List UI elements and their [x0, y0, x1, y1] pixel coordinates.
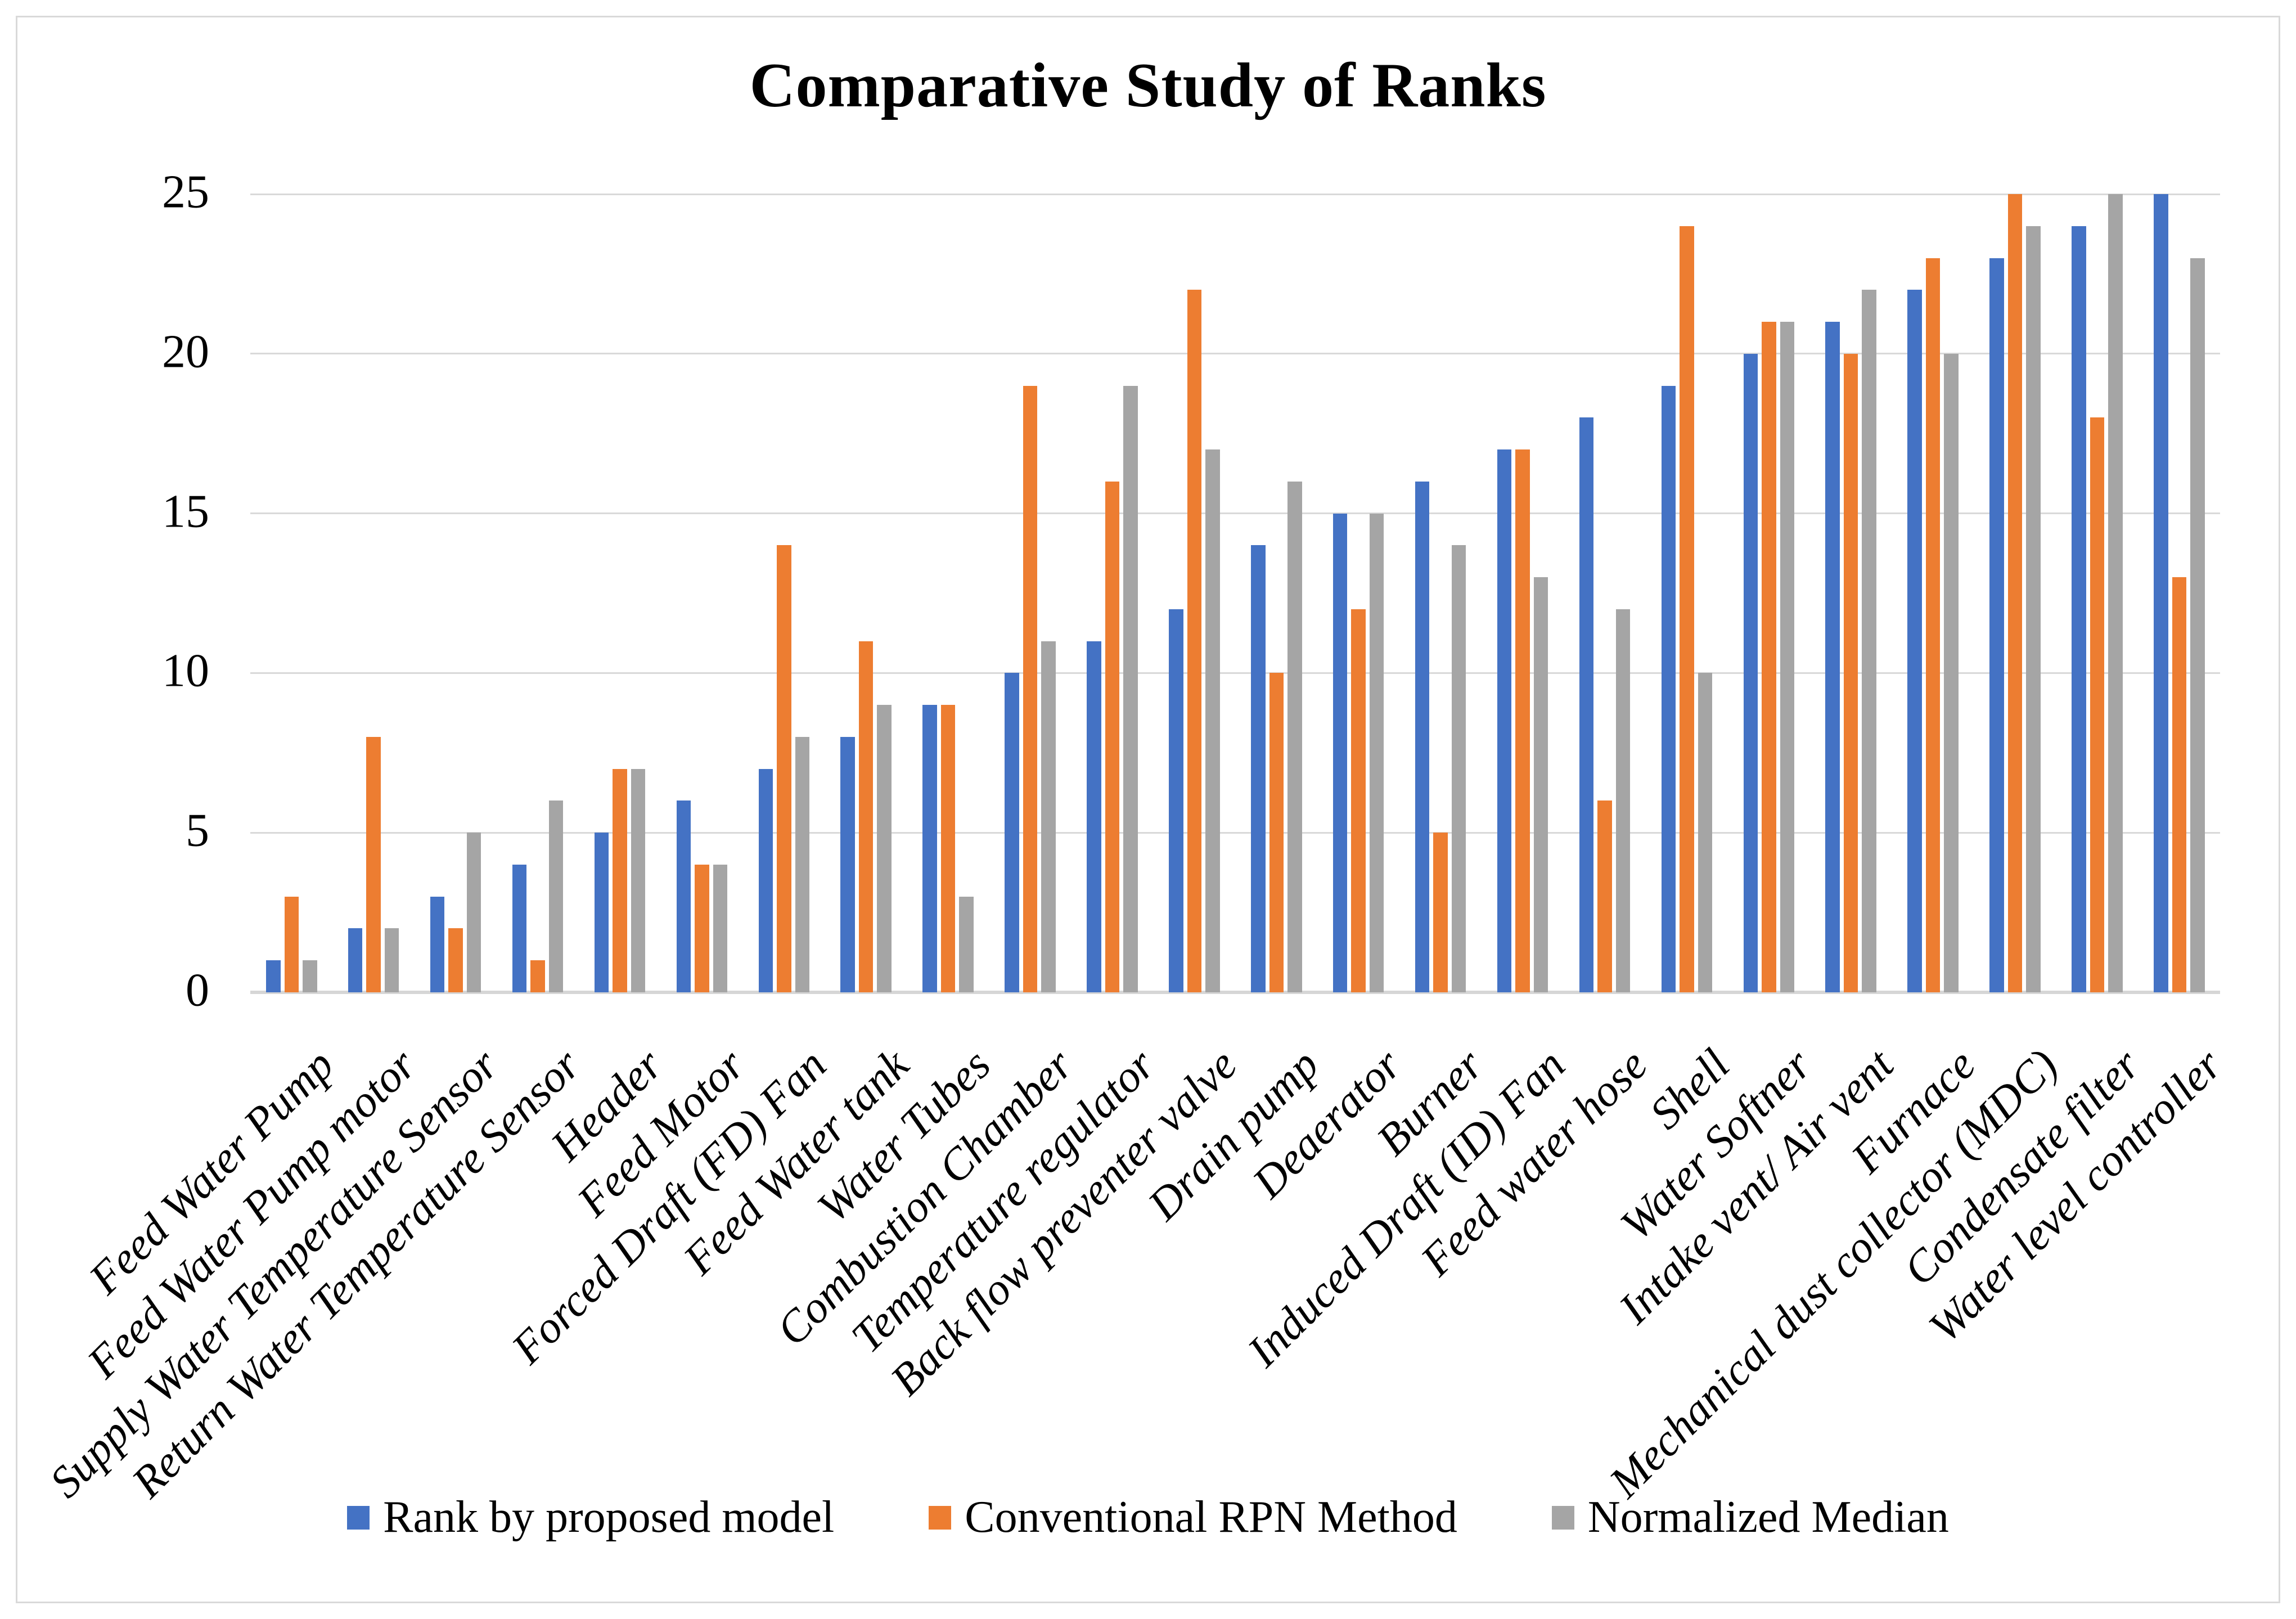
- bar-normalized-median: [631, 768, 646, 992]
- y-axis-tick-label: 5: [186, 804, 209, 857]
- bar-conventional-rpn-method: [1269, 673, 1284, 992]
- bar-normalized-median: [384, 928, 399, 992]
- bar-normalized-median: [2190, 258, 2205, 992]
- bar-normalized-median: [2026, 226, 2041, 992]
- bar-conventional-rpn-method: [1843, 353, 1858, 992]
- bar-normalized-median: [548, 800, 564, 992]
- bar-conventional-rpn-method: [1105, 481, 1120, 992]
- bar-conventional-rpn-method: [1680, 226, 1694, 992]
- y-axis-tick-label: 20: [162, 325, 209, 378]
- bar-normalized-median: [1780, 322, 1794, 992]
- legend-swatch: [347, 1505, 370, 1530]
- bar-conventional-rpn-method: [2172, 577, 2187, 992]
- bar-rank-by-proposed-model: [1251, 545, 1266, 992]
- bar-conventional-rpn-method: [530, 960, 545, 992]
- bar-rank-by-proposed-model: [1332, 513, 1348, 992]
- bar-rank-by-proposed-model: [676, 800, 691, 992]
- bar-conventional-rpn-method: [1762, 322, 1776, 992]
- y-axis-tick-label: 10: [162, 645, 209, 698]
- legend-item: Conventional RPN Method: [929, 1492, 1457, 1543]
- bar-conventional-rpn-method: [1433, 833, 1448, 992]
- bar-rank-by-proposed-model: [1825, 322, 1840, 992]
- bar-conventional-rpn-method: [1187, 290, 1202, 992]
- bar-normalized-median: [795, 736, 809, 992]
- bar-rank-by-proposed-model: [266, 960, 281, 992]
- gridline-15: [250, 512, 2220, 515]
- bar-rank-by-proposed-model: [430, 896, 445, 992]
- bar-conventional-rpn-method: [940, 705, 956, 992]
- bar-rank-by-proposed-model: [1579, 417, 1594, 992]
- bar-rank-by-proposed-model: [512, 864, 527, 992]
- bar-rank-by-proposed-model: [1497, 449, 1512, 992]
- bar-rank-by-proposed-model: [348, 928, 363, 992]
- chart-title: Comparative Study of Ranks: [749, 51, 1547, 120]
- bar-conventional-rpn-method: [2090, 417, 2105, 992]
- bar-normalized-median: [713, 864, 728, 992]
- bar-rank-by-proposed-model: [1415, 481, 1430, 992]
- bar-conventional-rpn-method: [695, 864, 709, 992]
- bar-normalized-median: [959, 896, 974, 992]
- gridline-10: [250, 672, 2220, 674]
- legend-label: Normalized Median: [1587, 1492, 1949, 1542]
- bar-normalized-median: [1041, 641, 1056, 992]
- bar-normalized-median: [1205, 449, 1220, 992]
- bar-conventional-rpn-method: [613, 768, 627, 992]
- gridline-5: [250, 831, 2220, 834]
- bar-normalized-median: [1944, 353, 1959, 992]
- bar-rank-by-proposed-model: [1087, 641, 1101, 992]
- bar-conventional-rpn-method: [284, 896, 299, 992]
- bar-normalized-median: [1698, 673, 1713, 992]
- bar-rank-by-proposed-model: [1661, 385, 1676, 992]
- legend-label: Conventional RPN Method: [965, 1492, 1457, 1542]
- legend-swatch: [929, 1505, 952, 1530]
- bar-normalized-median: [1123, 385, 1138, 992]
- bar-normalized-median: [466, 833, 481, 992]
- y-axis-tick-label: 0: [186, 964, 209, 1017]
- bar-conventional-rpn-method: [777, 545, 791, 992]
- legend: Rank by proposed model Conventional RPN M…: [0, 1492, 2296, 1543]
- bar-rank-by-proposed-model: [1005, 673, 1019, 992]
- y-axis-tick-label: 15: [162, 485, 209, 538]
- bar-conventional-rpn-method: [2007, 194, 2023, 992]
- bar-rank-by-proposed-model: [840, 736, 855, 992]
- bar-rank-by-proposed-model: [2072, 226, 2086, 992]
- bar-normalized-median: [303, 960, 317, 992]
- category-label: Feed Water Pump motor: [78, 1040, 426, 1388]
- bar-normalized-median: [1862, 290, 1876, 992]
- legend-item: Rank by proposed model: [347, 1492, 834, 1543]
- gridline-20: [250, 353, 2220, 355]
- bar-conventional-rpn-method: [1351, 609, 1366, 992]
- y-axis-tick-label: 25: [162, 165, 209, 218]
- bar-rank-by-proposed-model: [1907, 290, 1922, 992]
- bar-normalized-median: [1533, 577, 1548, 992]
- bar-conventional-rpn-method: [1925, 258, 1941, 992]
- bar-normalized-median: [877, 705, 892, 992]
- bar-rank-by-proposed-model: [922, 705, 937, 992]
- legend-label: Rank by proposed model: [383, 1492, 835, 1542]
- bar-rank-by-proposed-model: [758, 768, 773, 992]
- bar-conventional-rpn-method: [448, 928, 463, 992]
- bar-conventional-rpn-method: [1515, 449, 1530, 992]
- bar-normalized-median: [1615, 609, 1631, 992]
- bar-rank-by-proposed-model: [1989, 258, 2004, 992]
- bar-normalized-median: [1369, 513, 1384, 992]
- legend-item: Normalized Median: [1551, 1492, 1949, 1543]
- bar-normalized-median: [1451, 545, 1466, 992]
- bar-rank-by-proposed-model: [1169, 609, 1183, 992]
- bar-conventional-rpn-method: [858, 641, 874, 992]
- bar-normalized-median: [2108, 194, 2123, 992]
- bar-conventional-rpn-method: [1023, 385, 1038, 992]
- bar-normalized-median: [1287, 481, 1302, 992]
- x-axis-line: [250, 991, 2220, 994]
- bar-conventional-rpn-method: [1597, 800, 1612, 992]
- bar-conventional-rpn-method: [366, 736, 381, 992]
- gridline-25: [250, 193, 2220, 195]
- bar-rank-by-proposed-model: [594, 833, 609, 992]
- legend-swatch: [1551, 1505, 1574, 1530]
- bar-rank-by-proposed-model: [1743, 353, 1758, 992]
- chart-frame-border: [16, 16, 2280, 1603]
- bar-rank-by-proposed-model: [2154, 194, 2168, 992]
